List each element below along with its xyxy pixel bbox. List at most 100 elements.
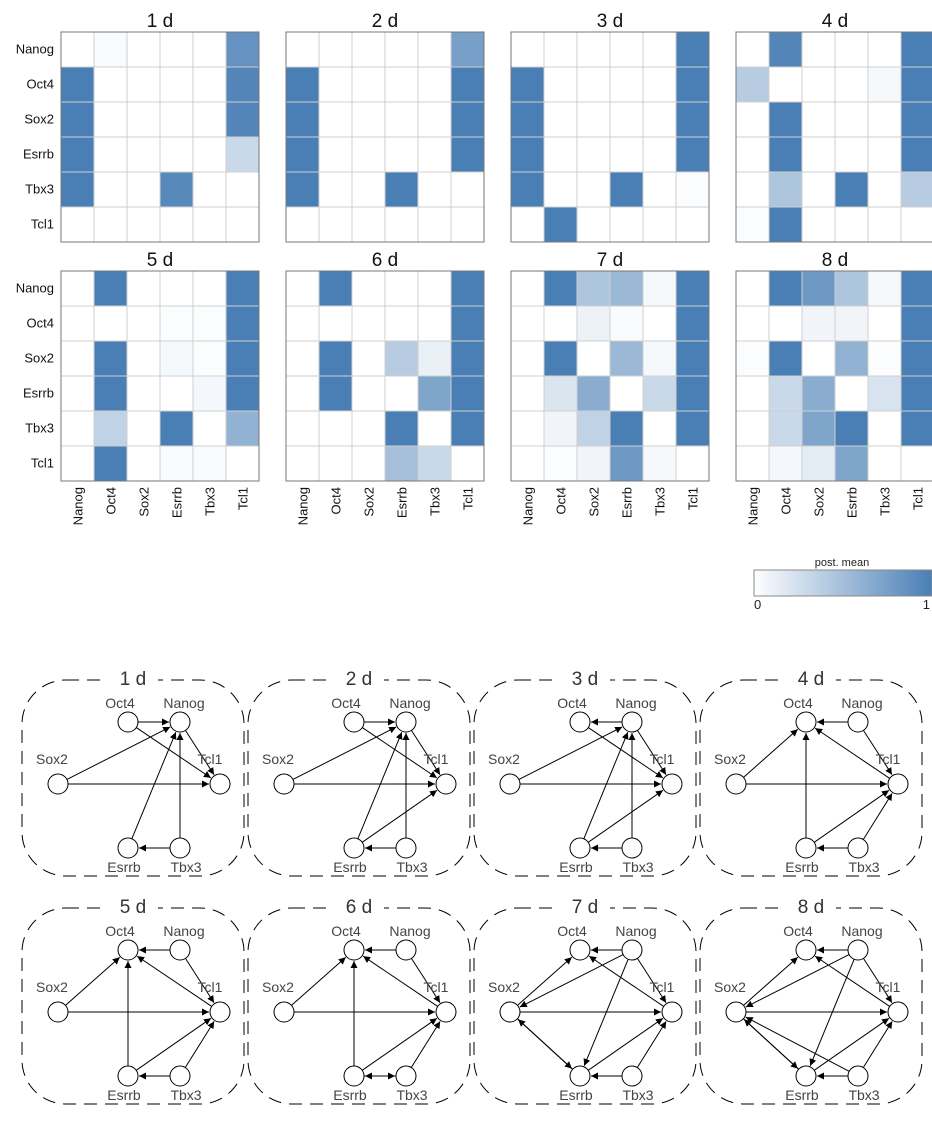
network-edge [411,958,441,1004]
heatmap-cell [417,305,452,342]
network-node-label: Tcl1 [650,751,675,767]
network-node [117,1065,139,1087]
network-node [621,1065,643,1087]
network-title-bg [560,670,610,690]
heatmap-cell [351,206,386,243]
heatmap-cell [768,171,803,208]
heatmap-cell [159,445,194,482]
heatmap-cell [867,340,902,377]
heatmap-cell [318,270,353,307]
network-node-label: Tbx3 [170,859,201,875]
network-node [117,837,139,859]
heatmap-cell [768,270,803,307]
heatmap-frame [735,31,932,243]
heatmap-cell [900,171,932,208]
heatmap-cell [417,445,452,482]
heatmap-cell [768,31,803,68]
network-edge [809,959,855,1067]
network-node-label: Tbx3 [848,859,879,875]
heatmap-cell [675,66,710,103]
heatmap-panel-5: 5 d Nanog Oct4 Sox2 Esrrb Tbx3 Tcl1 Nanog Oct4 So… [16,250,260,525]
heatmap-cell [450,171,485,208]
heatmap-cell [642,410,677,447]
network-node [847,939,869,961]
column-label: Tbx3 [203,487,218,516]
legend-min-label: 0 [754,597,761,612]
network-node-label: Nanog [615,923,656,939]
network-node-label: Nanog [841,923,882,939]
heatmap-cell [675,375,710,412]
heatmap-cell [543,101,578,138]
heatmap-cell [642,136,677,173]
heatmap-cell [543,375,578,412]
column-label: Esrrb [845,487,860,518]
heatmap-cell [351,445,386,482]
heatmap-cell [285,31,320,68]
heatmap-cell [225,305,260,342]
network-panel-5: 5 d Oct4 Nanog Sox2 Tcl1 Esrrb Tbx3 [21,897,245,1105]
heatmap-cell [735,136,770,173]
network-edge [637,958,667,1004]
network-edge [743,1019,799,1070]
network-node-label: Esrrb [559,859,593,875]
heatmap-cell [417,410,452,447]
heatmap-cell [318,206,353,243]
heatmap-cell [834,410,869,447]
network-node-label: Nanog [841,695,882,711]
heatmap-cell [768,66,803,103]
network-edge [519,954,624,1008]
heatmap-cell [609,66,644,103]
network-edge [357,731,403,839]
row-label: Sox2 [24,112,54,127]
heatmap-cell [900,206,932,243]
heatmap-cell [510,171,545,208]
heatmap-cell [384,305,419,342]
column-label: Oct4 [329,487,344,514]
heatmap-cell [126,410,161,447]
heatmap-cell [159,270,194,307]
heatmap-cell [417,66,452,103]
heatmap-cell [417,101,452,138]
heatmap-cell [867,66,902,103]
network-node-label: Esrrb [333,1087,367,1103]
row-label: Nanog [16,42,54,57]
heatmap-cell [768,340,803,377]
network-node-label: Tcl1 [198,979,223,995]
heatmap-grid: 1 d Nanog Oct4 Sox2 Esrrb Tbx3 Tcl1 2 d 3 d 4 d 5 … [16,11,932,612]
heatmap-cell [900,410,932,447]
heatmap-cell [642,101,677,138]
network-edge [587,789,664,843]
heatmap-cell [576,445,611,482]
network-border [699,907,923,1105]
heatmap-cell [834,206,869,243]
heatmap-cell [735,66,770,103]
heatmap-cell [384,340,419,377]
heatmap-cell [576,375,611,412]
heatmap-cell [192,101,227,138]
heatmap-cell [285,101,320,138]
heatmap-panel-7: 7 d Nanog Oct4 Sox2 Esrrb Tbx3 Tcl1 [510,250,710,525]
network-edge [813,789,890,843]
column-label: Sox2 [812,487,827,517]
heatmap-cell [735,206,770,243]
heatmap-cell [768,375,803,412]
network-node [343,711,365,733]
heatmap-cell [834,31,869,68]
heatmap-panel-title: 4 d [822,11,848,32]
heatmap-cell [867,171,902,208]
heatmap-cell [801,31,836,68]
heatmap-cell [867,101,902,138]
heatmap-cell [576,340,611,377]
network-node [47,773,69,795]
heatmap-cell [225,270,260,307]
heatmap-cell [192,375,227,412]
heatmap-cell [351,410,386,447]
heatmap-cell [126,445,161,482]
heatmap-cell [225,445,260,482]
heatmap-cell [642,66,677,103]
heatmap-cell [801,410,836,447]
heatmap-cell [900,136,932,173]
heatmap-frame [60,31,260,243]
network-node [117,711,139,733]
network-node-label: Tbx3 [848,1087,879,1103]
